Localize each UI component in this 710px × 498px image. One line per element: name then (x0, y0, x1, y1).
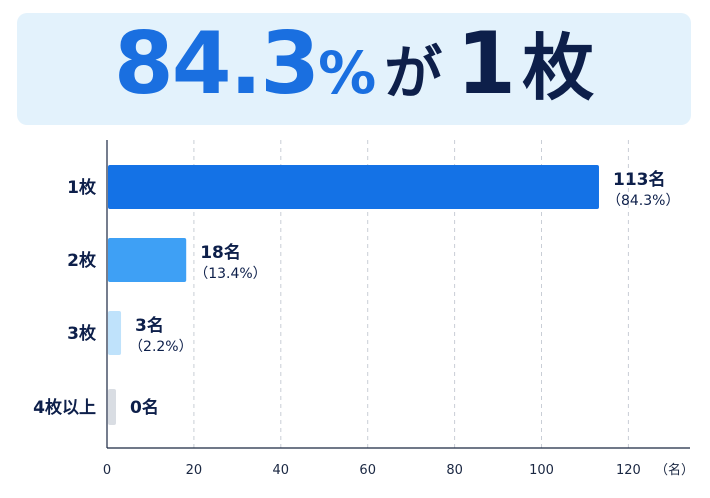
x-tick-label: 20 (186, 463, 203, 478)
headline-count: 1 (456, 14, 517, 114)
percent-label: （84.3%） (607, 193, 679, 209)
bar (108, 311, 122, 355)
category-label: 3枚 (67, 323, 97, 344)
headline-number: 84.3 (113, 14, 320, 114)
x-tick-label: 0 (103, 463, 111, 478)
percent-label: （13.4%） (194, 266, 266, 282)
headline-particle: が (384, 39, 443, 107)
bar (108, 238, 187, 282)
bar (108, 389, 116, 425)
x-tick-label: 100 (529, 463, 554, 478)
percent-label: （2.2%） (129, 339, 193, 355)
value-label: 113名 (613, 169, 666, 190)
headline-percent: % (318, 39, 377, 107)
value-label: 0名 (130, 397, 159, 418)
category-label: 2枚 (67, 250, 97, 271)
value-label: 3名 (135, 315, 164, 336)
category-label: 4枚以上 (33, 397, 96, 418)
x-tick-label: 40 (273, 463, 290, 478)
x-tick-label: 120 (616, 463, 641, 478)
bar (108, 165, 599, 209)
category-label: 1枚 (67, 177, 97, 198)
headline-banner: 84.3 % が 1 枚 (17, 13, 691, 125)
x-axis-unit: （名） (655, 462, 694, 478)
value-label: 18名 (200, 242, 241, 263)
headline-counter: 枚 (522, 26, 595, 110)
x-tick-label: 60 (359, 463, 376, 478)
x-tick-label: 80 (446, 463, 463, 478)
